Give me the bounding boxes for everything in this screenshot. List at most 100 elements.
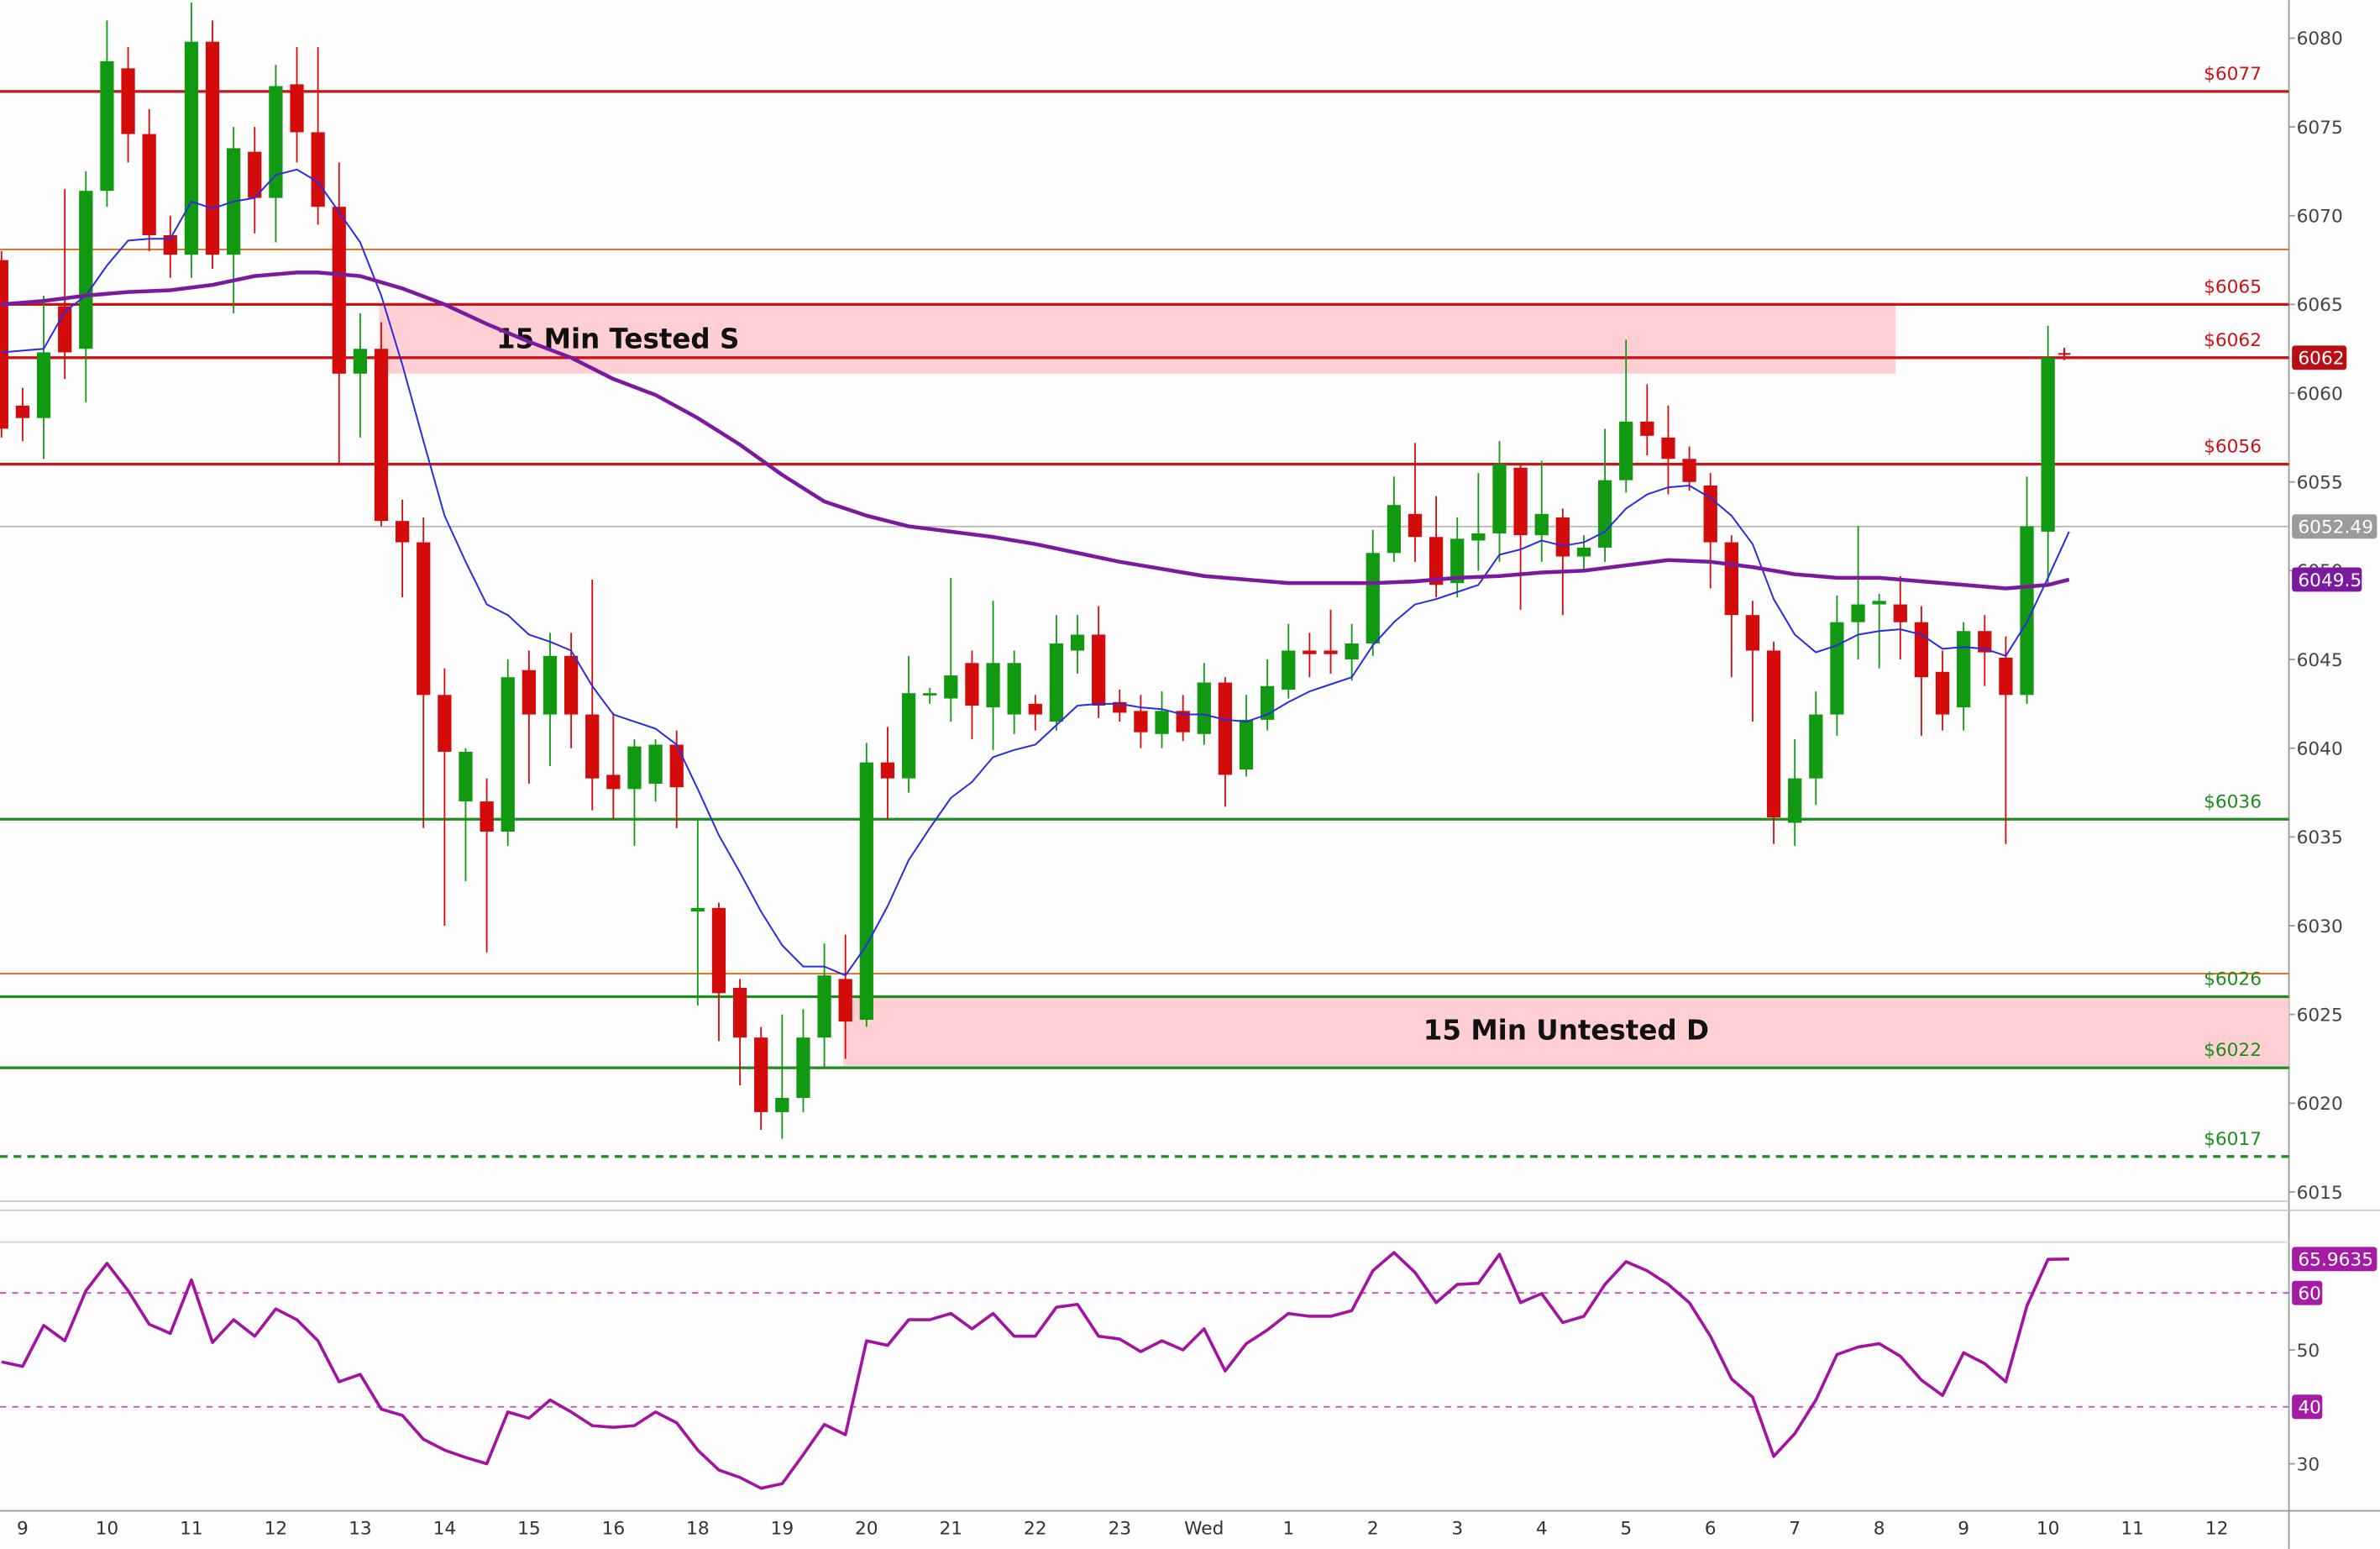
candle-body — [1429, 537, 1444, 585]
candle-body — [417, 542, 431, 696]
candle-body — [1049, 643, 1064, 722]
x-tick-label: 4 — [1536, 1518, 1548, 1539]
price-tag-label: 65.9635 — [2298, 1250, 2373, 1271]
candle-body — [2041, 357, 2055, 532]
price-tag-label: 6049.5 — [2298, 570, 2362, 591]
price-tag-label: 6052.49 — [2298, 517, 2373, 538]
candle-body — [522, 669, 536, 715]
x-tick-label: 20 — [855, 1518, 878, 1539]
candle-body — [1661, 437, 1675, 459]
candle-body — [1999, 657, 2013, 696]
candle-body — [1070, 634, 1085, 651]
y-tick-label: 6030 — [2297, 916, 2343, 937]
y-tick-label: 6040 — [2297, 739, 2343, 760]
x-tick-label: 9 — [1958, 1518, 1969, 1539]
candle-body — [395, 521, 410, 543]
candle-body — [1155, 711, 1169, 734]
y-tick-label: 6055 — [2297, 473, 2343, 494]
candle-body — [1471, 533, 1486, 541]
candle-body — [1872, 601, 1886, 605]
candle-body — [1345, 643, 1359, 660]
candle-body — [142, 134, 156, 236]
candle-body — [1218, 682, 1233, 775]
candle-body — [1682, 459, 1696, 482]
candle-body — [1576, 547, 1591, 557]
candle-body — [901, 693, 916, 779]
candle-body — [1809, 714, 1823, 779]
x-tick-label: 6 — [1705, 1518, 1717, 1539]
candle-body — [459, 751, 473, 802]
candle-body — [438, 695, 452, 752]
crosshair — [2058, 348, 2071, 360]
candle-body — [1893, 604, 1907, 622]
x-tick-label: 7 — [1789, 1518, 1801, 1539]
candle-body — [36, 352, 51, 418]
candle-body — [1324, 650, 1338, 654]
y-tick-label: 6025 — [2297, 1005, 2343, 1026]
y-tick-label: 6075 — [2297, 118, 2343, 139]
candle-body — [0, 260, 8, 429]
candle-body — [248, 151, 262, 198]
zone-label: 15 Min Tested S — [496, 323, 739, 354]
x-tick-label: 11 — [180, 1518, 203, 1539]
candle-body — [606, 774, 621, 790]
candle-body — [775, 1097, 789, 1112]
candle-body — [1134, 711, 1148, 732]
x-tick-label: 15 — [517, 1518, 541, 1539]
level-label: $6022 — [2204, 1040, 2262, 1061]
plot: 15 Min Tested S15 Min Untested D60156020… — [0, 3, 2377, 1539]
y-tick-label: 6060 — [2297, 384, 2343, 405]
candle-body — [1387, 505, 1402, 554]
candle-body — [711, 907, 726, 994]
y-tick-label: 6020 — [2297, 1094, 2343, 1115]
candle-body — [1978, 631, 1992, 653]
candle-body — [121, 68, 135, 134]
y-tick-label: 6035 — [2297, 827, 2343, 848]
candle-body — [1619, 421, 1633, 480]
candle-body — [1957, 631, 1971, 708]
x-tick-label: 22 — [1024, 1518, 1047, 1539]
x-tick-label: 9 — [17, 1518, 29, 1539]
candle-body — [817, 975, 831, 1038]
candle-body — [1724, 542, 1738, 616]
candle-body — [1450, 538, 1465, 584]
candle-body — [1788, 778, 1802, 823]
price-tag — [2292, 1394, 2323, 1420]
y-tick-label: 50 — [2297, 1341, 2320, 1362]
candle-body — [1492, 464, 1507, 534]
x-tick-label: 13 — [349, 1518, 372, 1539]
x-tick-label: 3 — [1451, 1518, 1463, 1539]
x-tick-label: 21 — [940, 1518, 963, 1539]
moving-average — [1, 270, 2070, 591]
candle-body — [1745, 615, 1760, 651]
y-tick-label: 30 — [2297, 1454, 2320, 1475]
candle-body — [15, 405, 30, 418]
candle-body — [1914, 622, 1929, 678]
y-tick-label: 6015 — [2297, 1183, 2343, 1204]
x-tick-label: 23 — [1108, 1518, 1131, 1539]
candle-body — [1028, 703, 1042, 715]
x-tick-label: 11 — [2121, 1518, 2144, 1539]
price-tag-label: 40 — [2298, 1398, 2321, 1419]
x-tick-label: 10 — [2037, 1518, 2060, 1539]
candle-body — [1640, 421, 1654, 436]
candle-body — [1555, 517, 1570, 557]
candle-body — [269, 86, 283, 198]
candle-body — [79, 191, 93, 349]
candle-body — [669, 744, 684, 788]
candle-body — [1703, 485, 1717, 543]
candle-body — [353, 349, 368, 374]
y-tick-label: 6045 — [2297, 650, 2343, 671]
y-tick-label: 6080 — [2297, 29, 2343, 50]
x-tick-label: 12 — [265, 1518, 288, 1539]
y-tick-label: 6065 — [2297, 295, 2343, 316]
candle-body — [1935, 671, 1950, 715]
rsi-line — [1, 1251, 2069, 1490]
y-tick-label: 6070 — [2297, 207, 2343, 228]
candle-body — [986, 663, 1000, 708]
candle-body — [1092, 634, 1106, 706]
candle-body — [1239, 719, 1254, 770]
x-tick-label: 18 — [686, 1518, 710, 1539]
price-tag — [2292, 1280, 2323, 1305]
